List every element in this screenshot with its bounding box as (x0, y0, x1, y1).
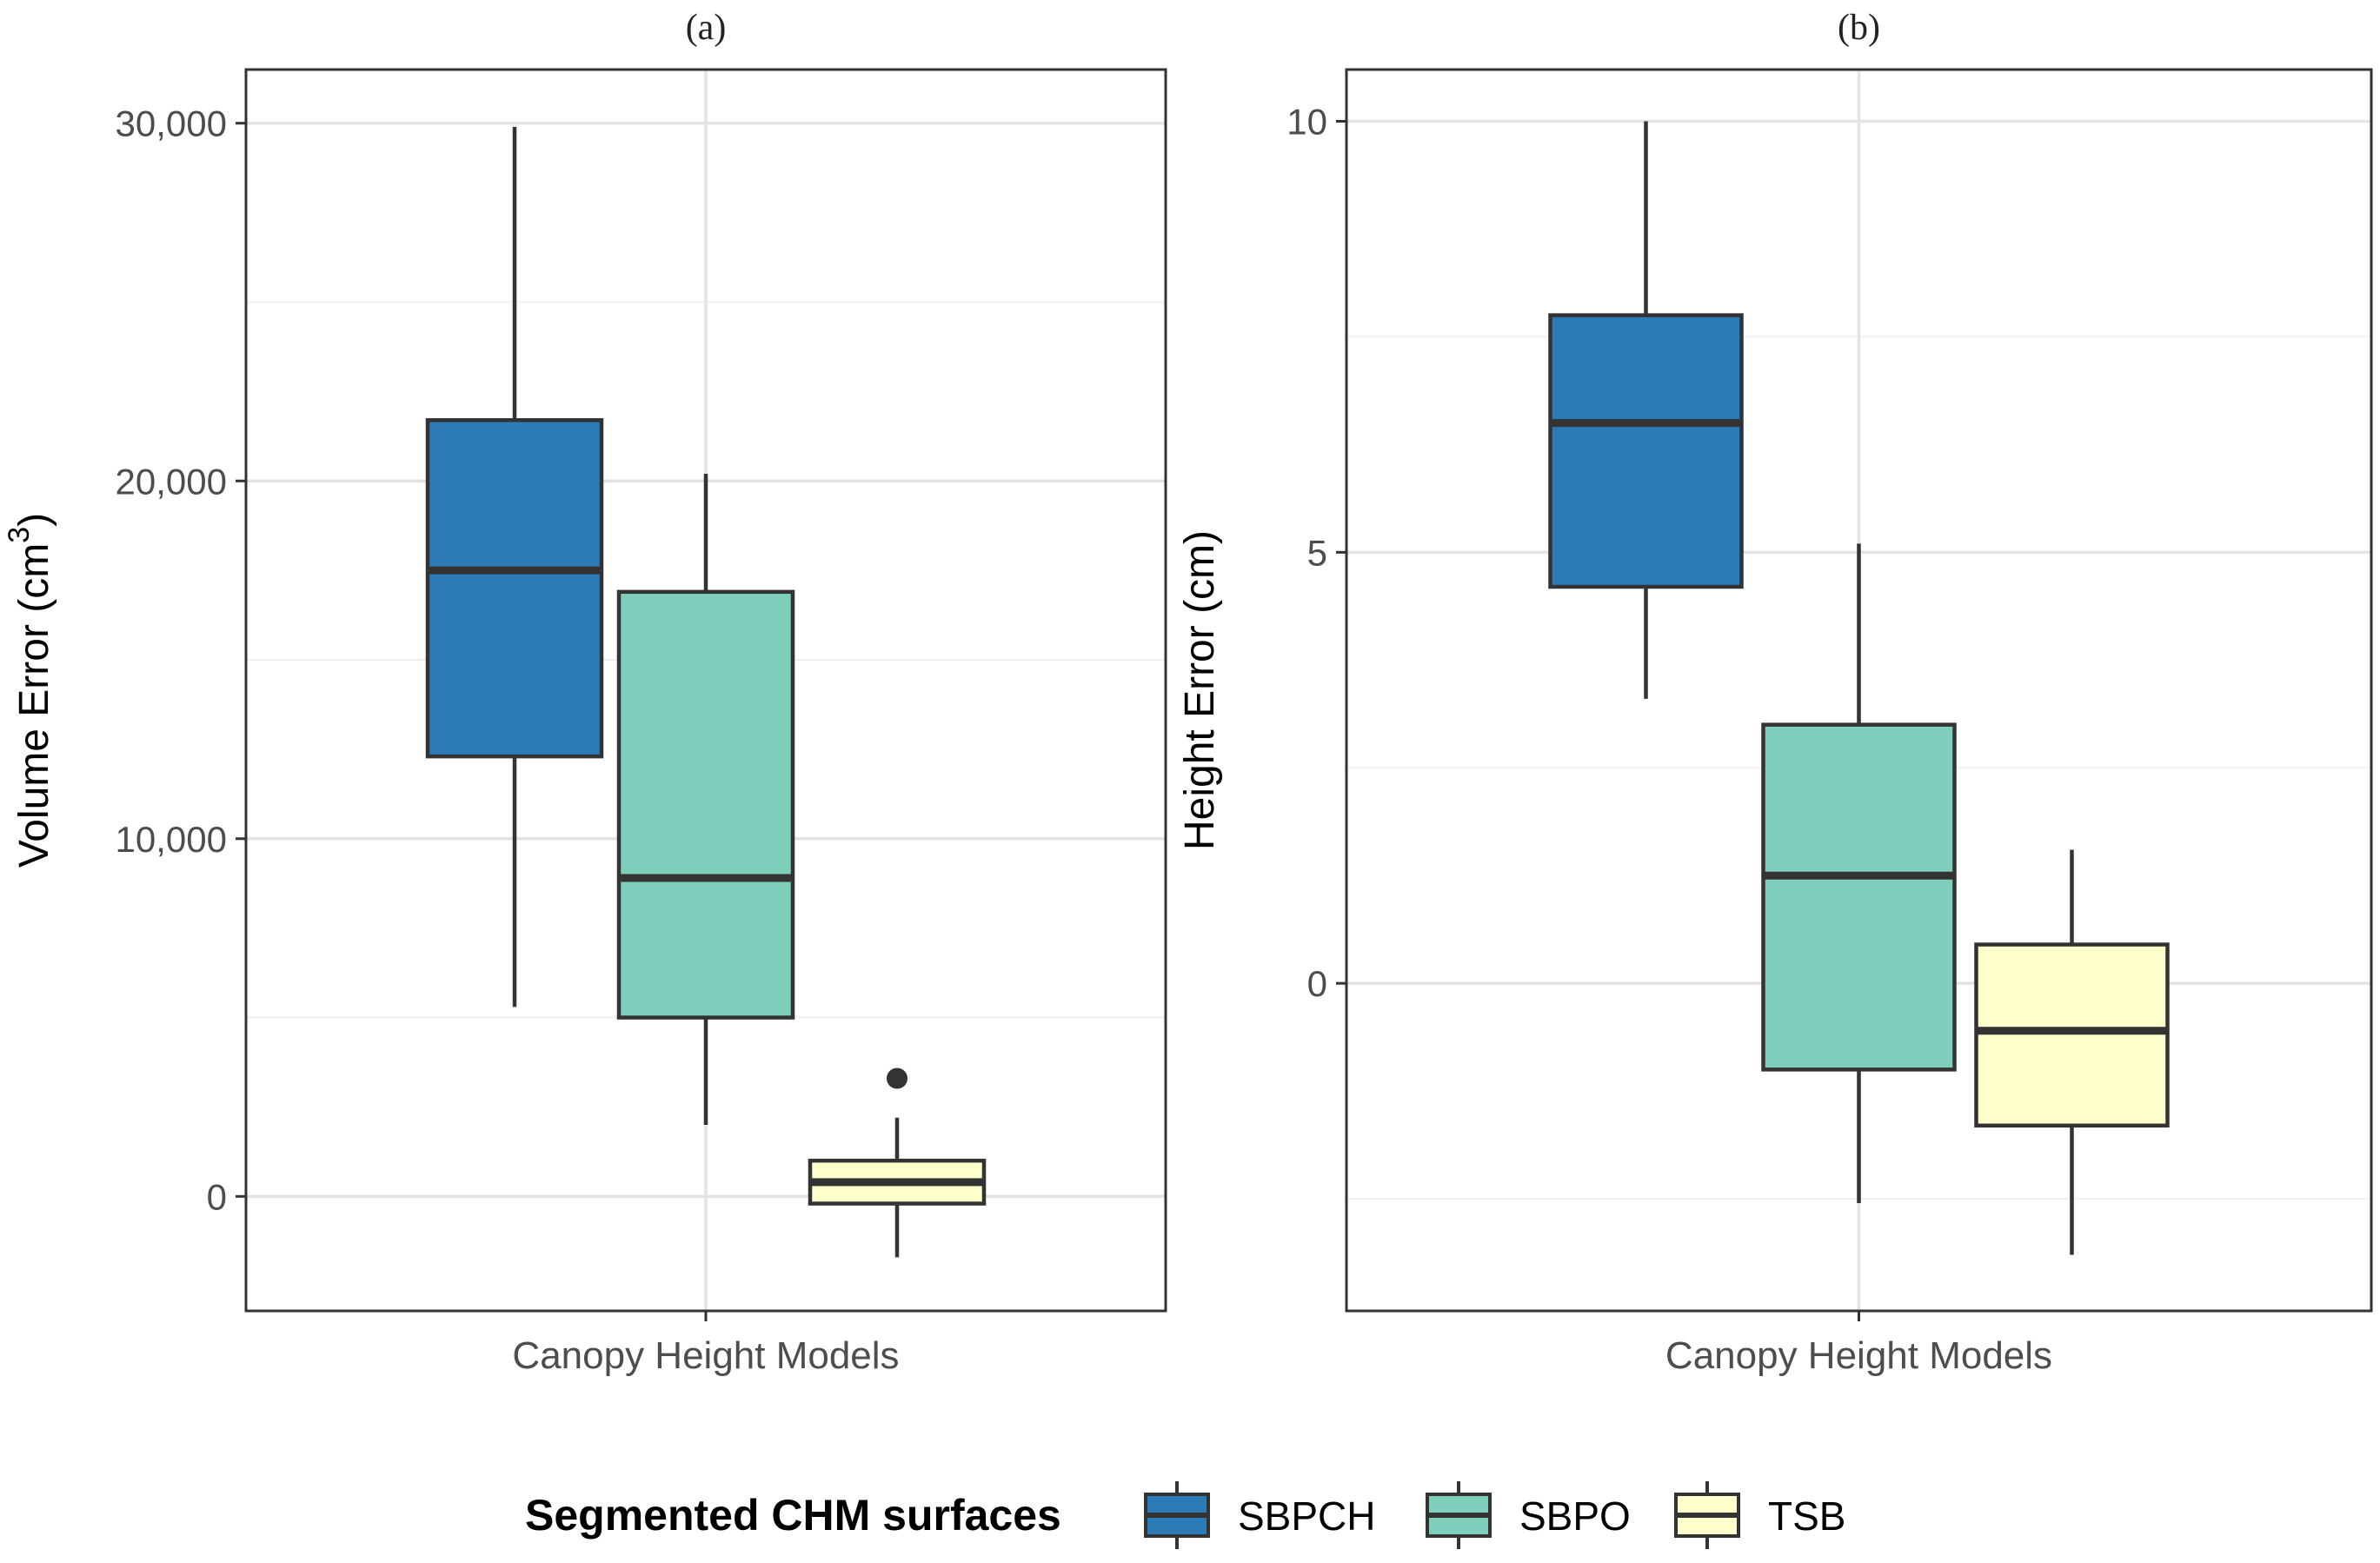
box-sbpo (1761, 543, 1957, 1204)
y-tick-label: 10,000 (116, 819, 227, 860)
legend-label: TSB (1768, 1493, 1845, 1539)
panel-title: (b) (1838, 8, 1880, 48)
panel-a: 0 10,000 20,000 30,000 Canopy Height Models (… (3, 8, 1167, 1377)
y-axis-title-superscript: 3 (3, 527, 36, 543)
y-tick-label: 5 (1307, 532, 1327, 573)
y-tick-label: 30,000 (116, 103, 227, 144)
legend-label: SBPO (1519, 1493, 1631, 1539)
legend-item-tsb: TSB (1674, 1481, 1845, 1549)
box-body (1761, 722, 1957, 1072)
legend-label: SBPCH (1238, 1493, 1375, 1539)
x-axis-label: Canopy Height Models (1665, 1334, 2052, 1377)
y-axis-title: Height Error (cm) (1177, 530, 1223, 850)
y-axis-title-close: ) (11, 513, 57, 527)
y-axis-title: Volume Error (cm3) (3, 513, 57, 868)
outlier-point (887, 1067, 907, 1089)
box-sbpo (616, 474, 795, 1126)
y-tick-label: 0 (1307, 963, 1327, 1004)
box-tsb (808, 1067, 987, 1258)
box-sbpch (1548, 121, 1744, 699)
y-tick-label: 0 (207, 1176, 227, 1217)
y-tick-label: 10 (1286, 102, 1327, 143)
legend: Segmented CHM surfaces SBPCH SBPO TSB (525, 1481, 1845, 1549)
box-sbpch (425, 126, 604, 1008)
legend-title: Segmented CHM surfaces (525, 1491, 1061, 1540)
y-axis-title-text: Volume Error (cm (11, 543, 57, 868)
panel-b: 0 5 10 Canopy Height Models (b) Height Error … (1177, 8, 2373, 1377)
legend-item-sbpch: SBPCH (1144, 1481, 1375, 1549)
x-axis-label: Canopy Height Models (512, 1334, 899, 1377)
box-body (1548, 313, 1744, 589)
box-body (1974, 942, 2170, 1128)
panel-title: (a) (686, 8, 727, 48)
y-tick-label: 20,000 (116, 461, 227, 502)
box-body (425, 418, 604, 759)
legend-item-sbpo: SBPO (1426, 1481, 1631, 1549)
box-body (616, 589, 795, 1020)
box-tsb (1974, 849, 2170, 1255)
